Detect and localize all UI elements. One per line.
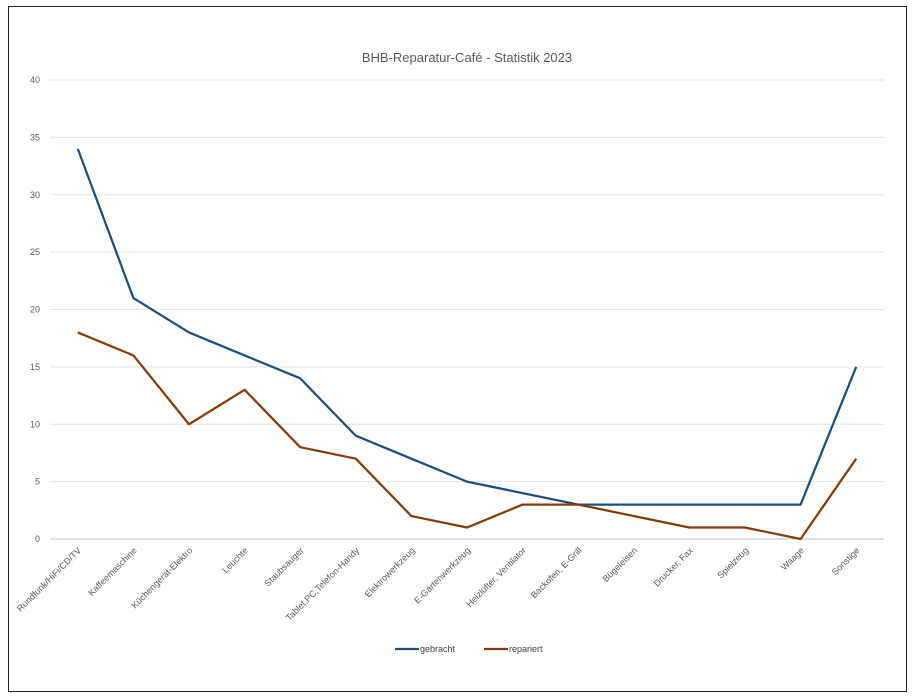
legend: gebracht repariert — [395, 644, 543, 654]
x-tick-label: Rundfunk/HiFi/CD/TV — [15, 545, 83, 613]
x-tick-label: Backofen, E-Grill — [529, 545, 584, 600]
y-tick-label: 10 — [30, 419, 40, 429]
legend-item-gebracht: gebracht — [395, 644, 456, 654]
y-tick-label: 0 — [35, 534, 40, 544]
x-tick-label: Spielzeug — [715, 545, 750, 580]
y-tick-label: 15 — [30, 362, 40, 372]
x-tick-label: E-Gartenwerkzeug — [412, 545, 472, 605]
x-tick-label: Kaffeemaschine — [86, 545, 139, 598]
x-tick-label: Drucker, Fax — [652, 545, 695, 588]
x-tick-label: Bügeleisen — [601, 545, 640, 584]
chart-frame: BHB-Reparatur-Café - Statistik 2023 0 5 10… — [8, 6, 907, 692]
series-lines — [76, 148, 858, 541]
chart-title: BHB-Reparatur-Café - Statistik 2023 — [362, 50, 572, 65]
y-tick-label: 5 — [35, 477, 40, 487]
y-tick-label: 30 — [30, 190, 40, 200]
x-tick-label: Sonstige — [830, 545, 862, 577]
x-tick-label: Elektrowerkzeug — [363, 545, 417, 599]
x-tick-label: Waage — [779, 545, 806, 572]
y-tick-label: 25 — [30, 247, 40, 257]
y-axis: 0 5 10 15 20 25 30 35 40 — [30, 75, 40, 544]
series-line-gebracht — [76, 148, 858, 506]
x-tick-label: Leuchte — [220, 545, 250, 575]
gridlines — [50, 79, 884, 540]
legend-label: gebracht — [420, 644, 456, 654]
x-tick-label: Küchengerät-Elektro — [129, 545, 194, 610]
legend-item-repariert: repariert — [484, 644, 543, 654]
series-line-repariert — [77, 331, 858, 541]
line-chart: BHB-Reparatur-Café - Statistik 2023 0 5 10… — [15, 50, 884, 654]
y-tick-label: 40 — [30, 75, 40, 85]
x-axis: Rundfunk/HiFi/CD/TV KaffeemaschineKücheng… — [15, 545, 862, 623]
x-tick-label: Staubsauger — [262, 545, 305, 588]
y-tick-label: 20 — [30, 305, 40, 315]
y-tick-label: 35 — [30, 132, 40, 142]
x-tick-label: Heizlüfter, Ventilator — [464, 545, 528, 609]
legend-label: repariert — [509, 644, 543, 654]
